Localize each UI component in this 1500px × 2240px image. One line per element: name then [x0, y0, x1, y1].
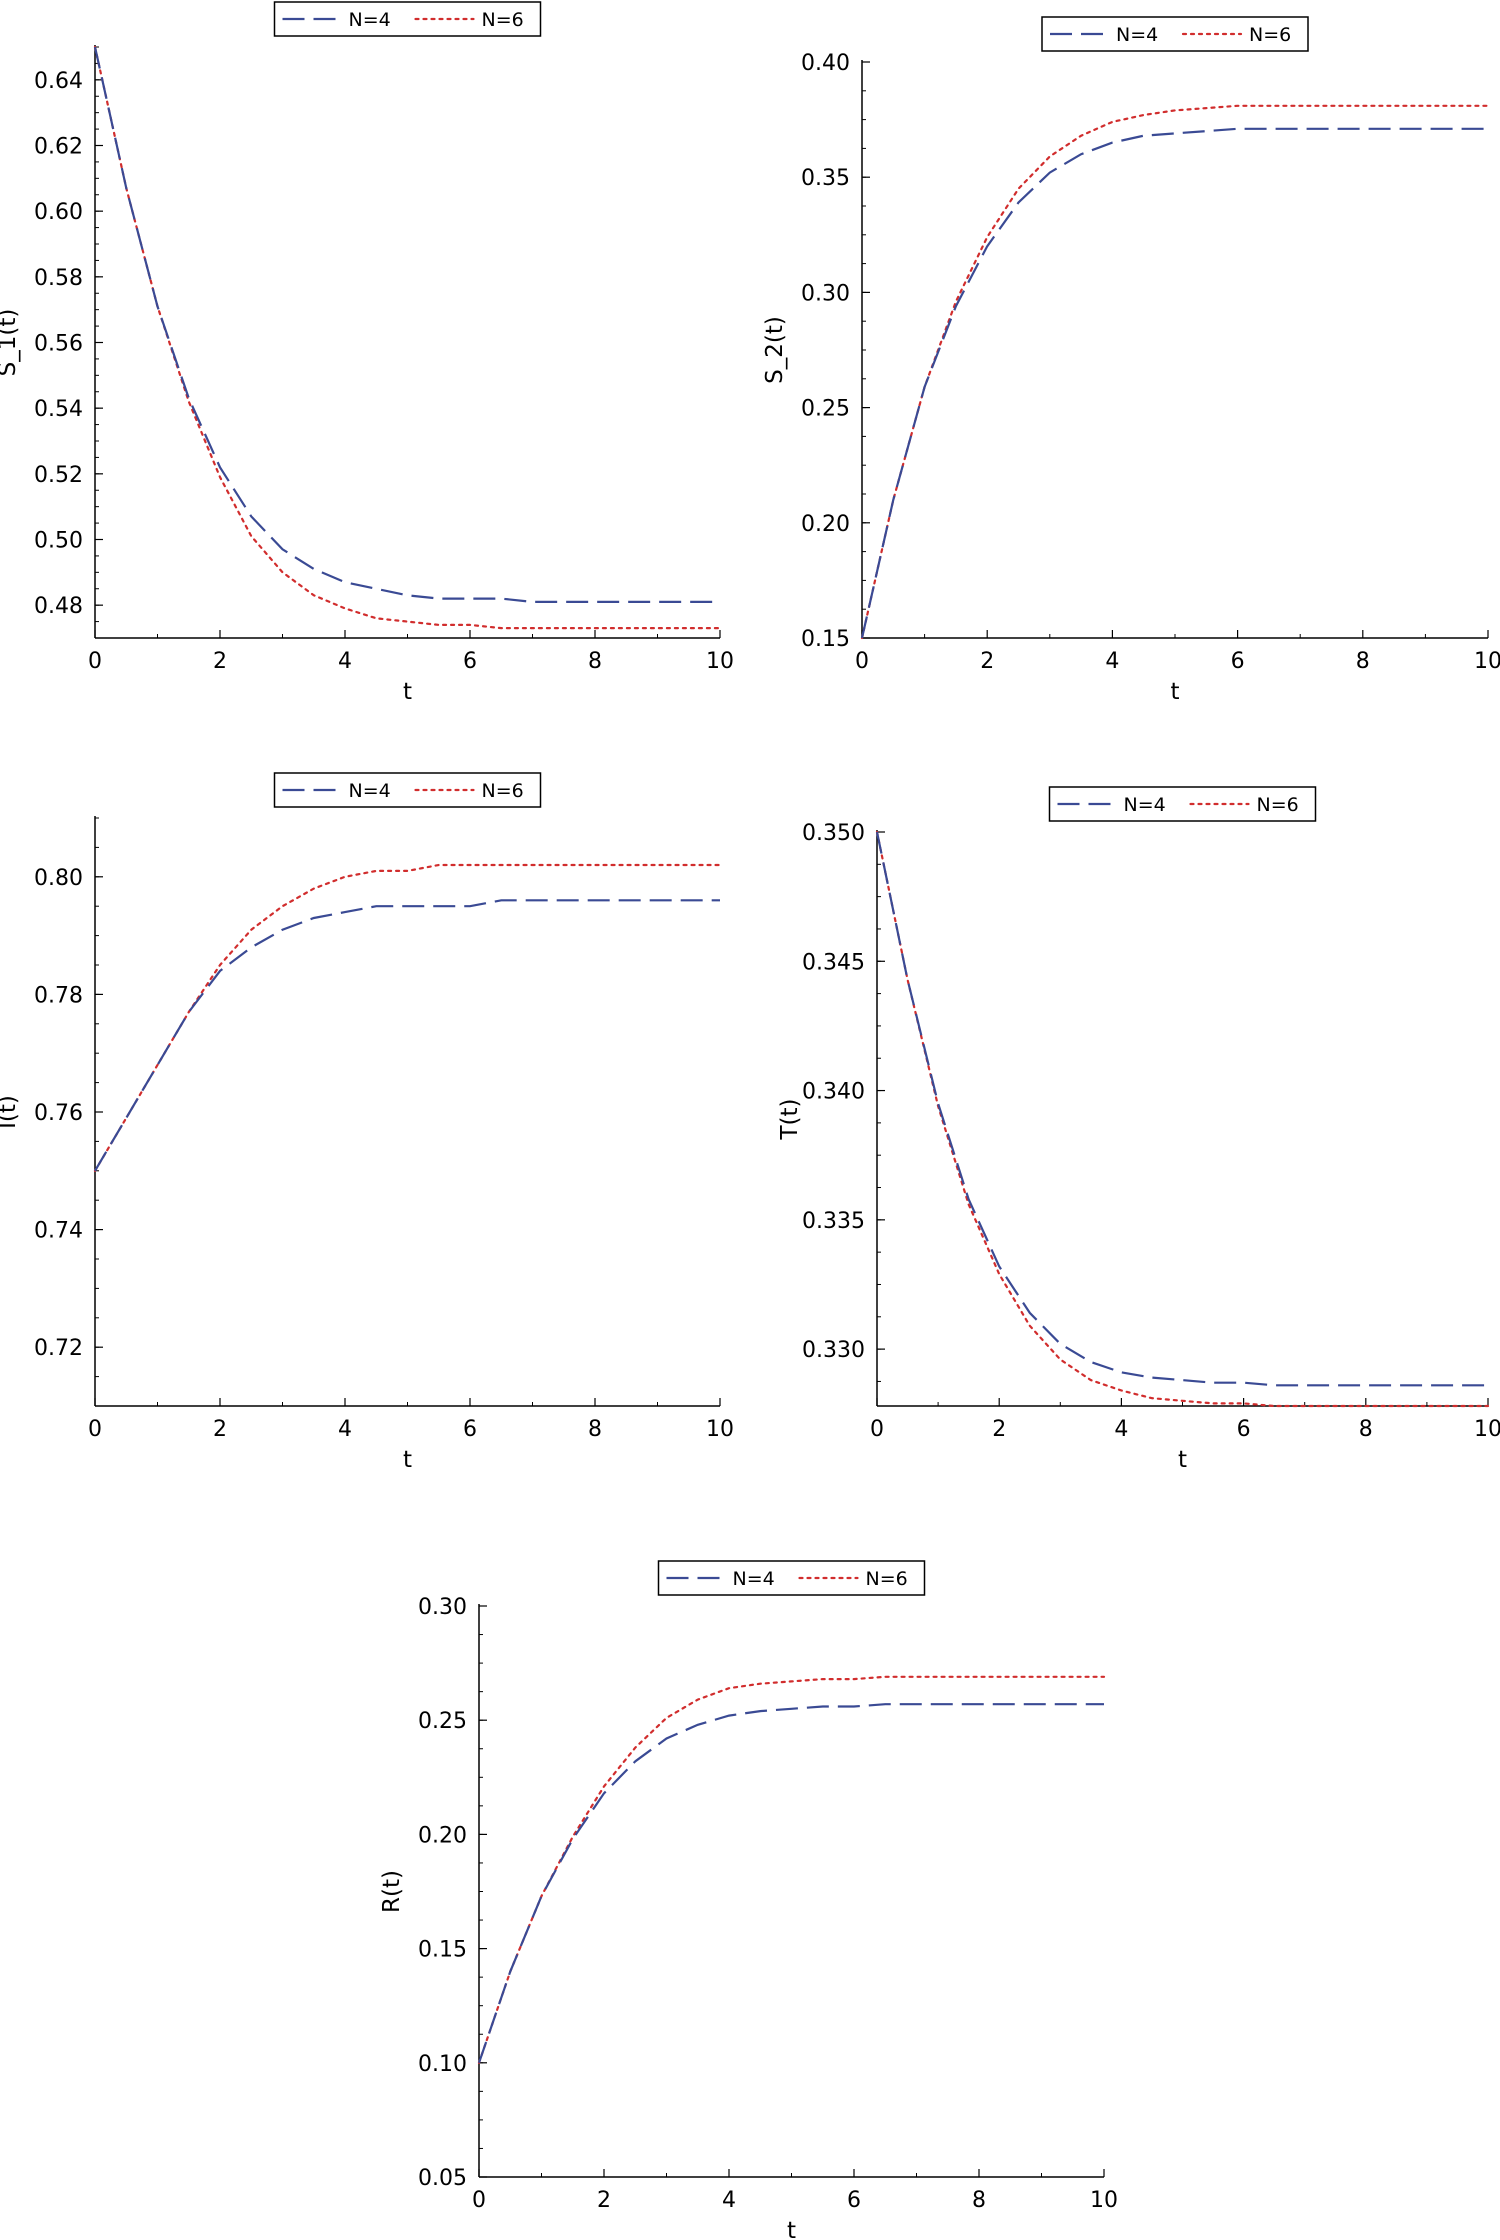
y-axis-label: I(t) — [0, 1095, 21, 1129]
y-tick-label: 0.20 — [801, 512, 850, 537]
y-tick-label: 0.05 — [418, 2166, 467, 2191]
y-tick-label: 0.35 — [801, 166, 850, 191]
panel-s2: 0 2 4 6 8 10 0.15 0.20 0.25 0.30 0.35 0.40 t S_2(t) N=… — [762, 16, 1500, 705]
legend-label: N=6 — [1249, 24, 1291, 46]
x-tick-label: 8 — [1359, 1417, 1373, 1442]
x-tick-label: 2 — [213, 1417, 227, 1442]
x-tick-label: 0 — [88, 649, 102, 674]
x-axis-label: t — [403, 1447, 412, 1473]
y-tick-label: 0.80 — [34, 866, 83, 891]
legend-label: N=6 — [866, 1568, 908, 1590]
panel-i: 0 2 4 6 8 10 0.72 0.74 0.76 0.78 0.80 t I(t) N=4 N=6 — [0, 772, 734, 1473]
x-tick-label: 4 — [338, 649, 352, 674]
x-tick-label: 4 — [338, 1417, 352, 1442]
x-tick-label: 0 — [855, 649, 869, 674]
x-tick-label: 8 — [588, 1417, 602, 1442]
series-line-n4 — [93, 46, 720, 603]
y-tick-label: 0.58 — [34, 266, 83, 291]
x-tick-label: 8 — [1356, 649, 1370, 674]
y-tick-label: 0.340 — [802, 1080, 865, 1105]
y-tick-label: 0.30 — [418, 1595, 467, 1620]
series-line-n4 — [94, 899, 720, 1172]
y-axis-label: S_1(t) — [0, 309, 21, 377]
x-tick-label: 4 — [1114, 1417, 1128, 1442]
series-line-n6 — [93, 45, 722, 630]
y-tick-label: 0.350 — [802, 821, 865, 846]
x-tick-label: 10 — [1474, 649, 1500, 674]
y-tick-label: 0.40 — [801, 51, 850, 76]
x-tick-label: 10 — [706, 649, 734, 674]
y-tick-label: 0.72 — [34, 1336, 83, 1361]
x-tick-label: 6 — [463, 649, 477, 674]
panel-r: 0 2 4 6 8 10 0.05 0.10 0.15 0.20 0.25 0.30 t R(t) N=4 N… — [379, 1560, 1118, 2240]
series-line-n6 — [875, 830, 1490, 1408]
y-tick-label: 0.335 — [802, 1209, 865, 1234]
x-tick-label: 6 — [847, 2188, 861, 2213]
y-tick-label: 0.25 — [418, 1709, 467, 1734]
y-tick-label: 0.64 — [34, 69, 83, 94]
legend-label: N=6 — [1257, 794, 1299, 816]
y-axis-label: S_2(t) — [762, 316, 788, 384]
legend-label: N=4 — [733, 1568, 775, 1590]
legend-label: N=6 — [482, 780, 524, 802]
x-tick-label: 0 — [88, 1417, 102, 1442]
y-tick-label: 0.62 — [34, 135, 83, 160]
panel-t: 0 2 4 6 8 10 0.330 0.335 0.340 0.345 0.350 t T(t) N=4… — [777, 786, 1500, 1473]
x-tick-label: 10 — [1090, 2188, 1118, 2213]
x-tick-label: 4 — [722, 2188, 736, 2213]
y-tick-label: 0.60 — [34, 200, 83, 225]
y-tick-label: 0.10 — [418, 2052, 467, 2077]
series-line-n4 — [875, 831, 1488, 1387]
x-tick-label: 6 — [1237, 1417, 1251, 1442]
y-tick-label: 0.25 — [801, 397, 850, 422]
x-tick-label: 2 — [992, 1417, 1006, 1442]
x-tick-label: 4 — [1105, 649, 1119, 674]
x-axis-label: t — [1170, 679, 1179, 705]
x-axis-label: t — [787, 2218, 796, 2240]
y-axis-label: T(t) — [777, 1098, 803, 1140]
x-tick-label: 2 — [980, 649, 994, 674]
x-tick-label: 6 — [1231, 649, 1245, 674]
series-line-n6 — [860, 104, 1490, 640]
y-tick-label: 0.48 — [34, 594, 83, 619]
y-tick-label: 0.50 — [34, 529, 83, 554]
y-tick-label: 0.15 — [418, 1938, 467, 1963]
y-tick-label: 0.56 — [34, 332, 83, 357]
y-tick-label: 0.78 — [34, 983, 83, 1008]
x-axis-label: t — [403, 679, 412, 705]
x-tick-label: 0 — [870, 1417, 884, 1442]
x-tick-label: 8 — [972, 2188, 986, 2213]
legend-label: N=4 — [1116, 24, 1158, 46]
x-tick-label: 8 — [588, 649, 602, 674]
y-tick-label: 0.330 — [802, 1338, 865, 1363]
y-tick-label: 0.20 — [418, 1823, 467, 1848]
x-tick-label: 2 — [213, 649, 227, 674]
legend-label: N=4 — [349, 780, 391, 802]
y-tick-label: 0.15 — [801, 627, 850, 652]
y-tick-label: 0.54 — [34, 397, 83, 422]
x-tick-label: 2 — [597, 2188, 611, 2213]
legend-box — [1041, 16, 1309, 52]
legend-label: N=4 — [349, 9, 391, 31]
y-axis-label: R(t) — [379, 1870, 405, 1913]
x-tick-label: 0 — [472, 2188, 486, 2213]
x-tick-label: 6 — [463, 1417, 477, 1442]
y-tick-label: 0.345 — [802, 950, 865, 975]
series-line-n4 — [860, 127, 1488, 639]
panel-s1: 0 2 4 6 8 10 0.48 0.50 0.52 0.54 0.56 0.58 0.60 0.62 0… — [0, 1, 734, 705]
y-tick-label: 0.30 — [801, 281, 850, 306]
series-line-n4 — [477, 1703, 1104, 2064]
x-axis-label: t — [1178, 1447, 1187, 1473]
y-tick-label: 0.76 — [34, 1101, 83, 1126]
legend-label: N=4 — [1124, 794, 1166, 816]
y-tick-label: 0.52 — [34, 463, 83, 488]
y-tick-label: 0.74 — [34, 1219, 83, 1244]
series-line-n6 — [93, 863, 722, 1172]
series-line-n6 — [477, 1675, 1106, 2064]
x-tick-label: 10 — [1474, 1417, 1500, 1442]
legend-label: N=6 — [482, 9, 524, 31]
x-tick-label: 10 — [706, 1417, 734, 1442]
